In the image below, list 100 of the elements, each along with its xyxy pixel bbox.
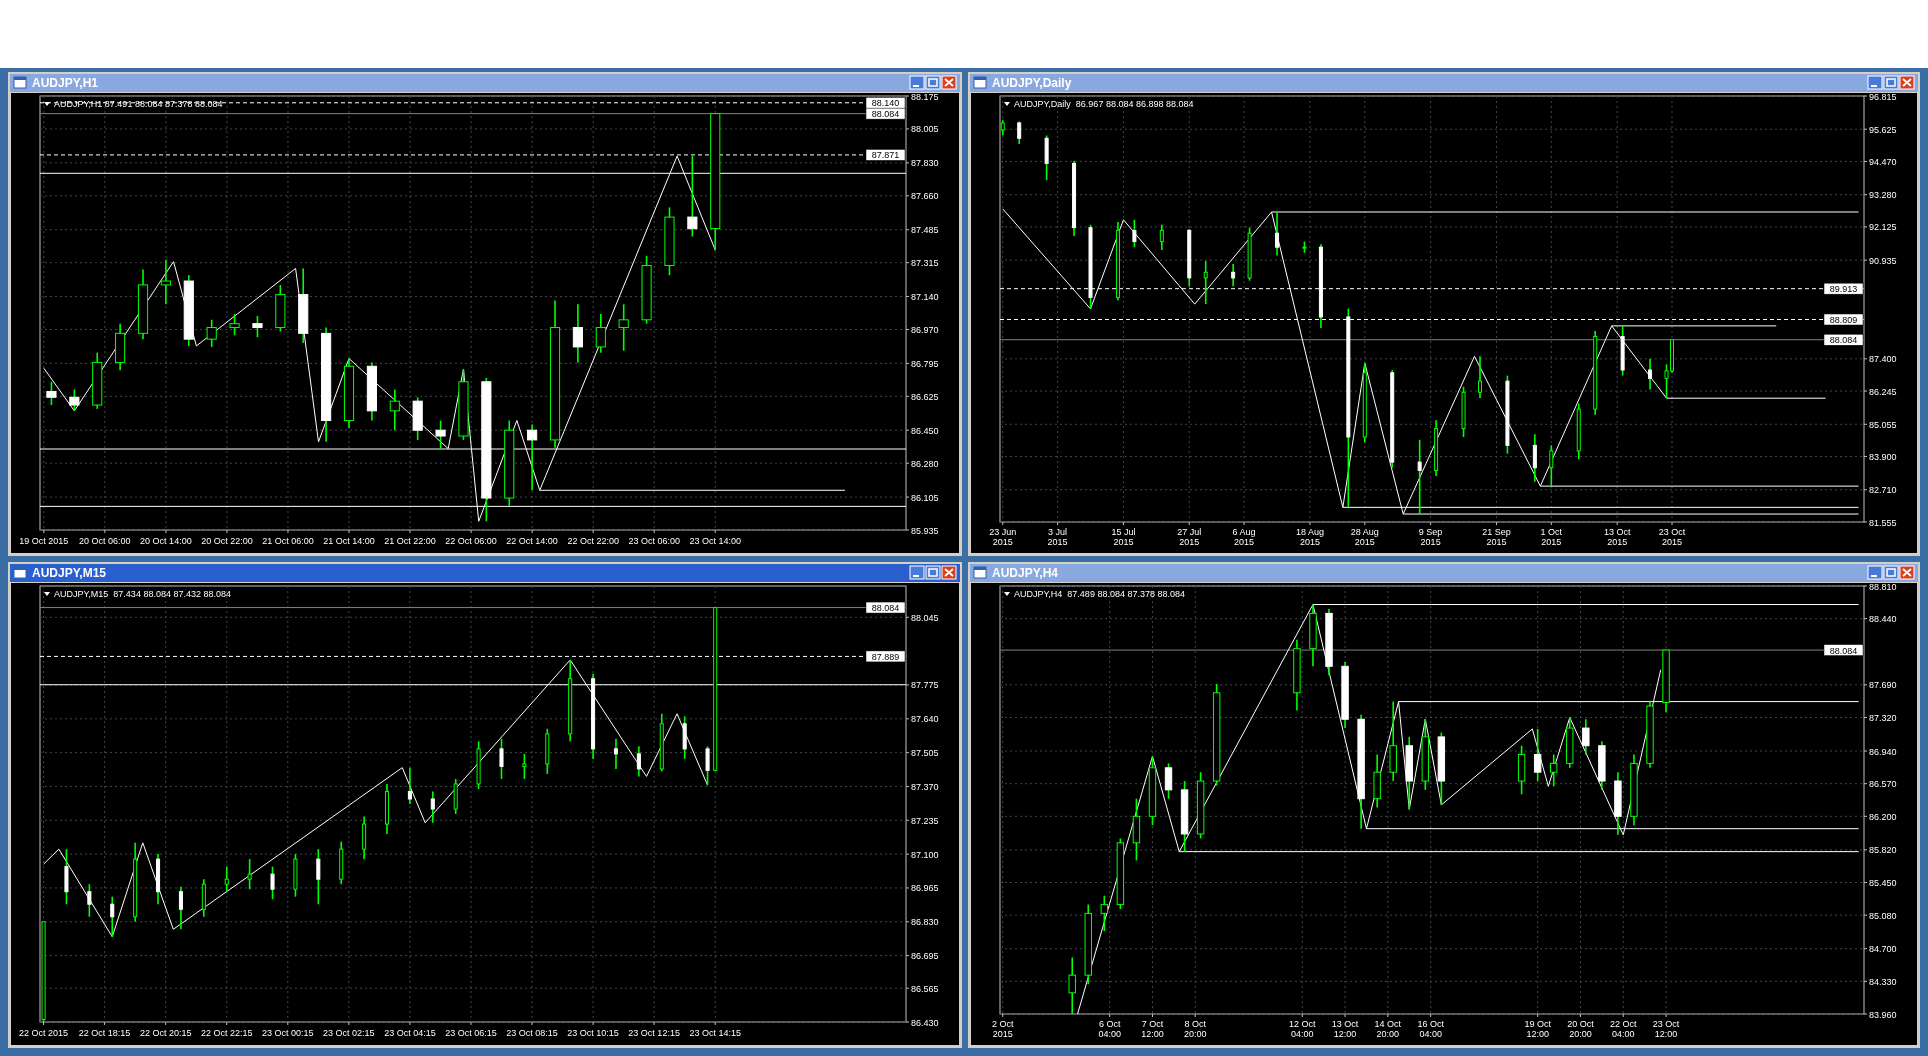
x-tick-label: 15 Jul 2015 <box>1111 527 1136 547</box>
y-tick-label: 94.470 <box>1869 156 1897 167</box>
x-tick-label: 13 Oct 2015 <box>1603 527 1631 547</box>
x-tick-label: 27 Jul 2015 <box>1177 527 1202 547</box>
y-tick-label: 86.105 <box>911 492 939 503</box>
x-tick-label: 20 Oct 20:00 <box>1567 1019 1595 1039</box>
y-tick-label: 84.700 <box>1869 944 1897 955</box>
x-tick-label: 6 Oct 04:00 <box>1098 1019 1121 1039</box>
ref-line-label: 88.084 <box>1829 335 1858 346</box>
y-tick-label: 86.830 <box>911 917 939 928</box>
y-tick-label: 86.565 <box>911 983 939 994</box>
x-tick-label: 23 Oct 12:00 <box>1652 1019 1680 1039</box>
chart-title: AUDJPY,H4 <box>992 566 1059 580</box>
x-tick-label: 21 Oct 06:00 <box>262 536 314 546</box>
y-tick-label: 85.055 <box>1869 419 1897 430</box>
ref-line-label: 88.084 <box>871 109 900 120</box>
chart-subtitle: AUDJPY,H4 87.489 88.084 87.378 88.084 <box>1014 589 1185 599</box>
y-tick-label: 96.815 <box>1869 91 1897 102</box>
ref-line-label: 88.084 <box>871 603 900 614</box>
x-tick-label: 14 Oct 20:00 <box>1374 1019 1402 1039</box>
y-tick-label: 85.820 <box>1869 845 1897 856</box>
x-tick-label: 22 Oct 20:15 <box>139 1028 192 1038</box>
y-tick-label: 85.080 <box>1869 910 1897 921</box>
x-tick-label: 6 Aug 2015 <box>1232 527 1256 547</box>
y-tick-label: 86.795 <box>911 358 939 369</box>
y-tick-label: 88.440 <box>1869 614 1897 625</box>
x-tick-label: 13 Oct 12:00 <box>1331 1019 1359 1039</box>
y-tick-label: 87.140 <box>911 292 939 303</box>
y-tick-label: 86.625 <box>911 391 939 402</box>
ref-line-label: 88.140 <box>871 98 900 109</box>
x-tick-label: 22 Oct 18:15 <box>78 1028 131 1038</box>
x-tick-label: 1 Oct 2015 <box>1540 527 1563 547</box>
x-tick-label: 19 Oct 2015 <box>19 536 69 546</box>
y-tick-label: 87.370 <box>911 781 939 792</box>
y-tick-label: 87.235 <box>911 815 939 826</box>
x-tick-label: 12 Oct 04:00 <box>1289 1019 1317 1039</box>
ref-line-label: 87.871 <box>871 150 900 161</box>
x-tick-label: 3 Jul 2015 <box>1047 527 1068 547</box>
y-tick-label: 88.810 <box>1869 581 1897 592</box>
x-tick-label: 20 Oct 14:00 <box>140 536 192 546</box>
x-tick-label: 23 Oct 2015 <box>1658 527 1686 547</box>
x-tick-label: 19 Oct 12:00 <box>1524 1019 1552 1039</box>
y-tick-label: 83.900 <box>1869 452 1897 463</box>
y-tick-label: 86.245 <box>1869 386 1897 397</box>
y-tick-label: 88.045 <box>911 612 939 623</box>
y-tick-label: 85.450 <box>1869 878 1897 889</box>
y-tick-label: 86.970 <box>911 324 939 335</box>
x-tick-label: 23 Oct 12:15 <box>628 1028 680 1038</box>
y-tick-label: 88.005 <box>911 124 939 135</box>
x-tick-label: 9 Sep 2015 <box>1418 527 1443 547</box>
y-tick-label: 87.775 <box>911 680 939 691</box>
y-tick-label: 88.175 <box>911 91 939 102</box>
x-tick-label: 23 Oct 00:15 <box>262 1028 314 1038</box>
x-tick-label: 21 Oct 14:00 <box>323 536 375 546</box>
x-tick-label: 23 Oct 06:00 <box>628 536 680 546</box>
y-tick-label: 87.400 <box>1869 354 1897 365</box>
y-tick-label: 87.315 <box>911 258 939 269</box>
x-tick-label: 22 Oct 22:00 <box>567 536 619 546</box>
y-tick-label: 92.125 <box>1869 222 1897 233</box>
x-tick-label: 16 Oct 04:00 <box>1417 1019 1445 1039</box>
x-tick-label: 23 Oct 06:15 <box>445 1028 497 1038</box>
ref-line-label: 89.913 <box>1829 284 1858 295</box>
x-tick-label: 20 Oct 22:00 <box>201 536 253 546</box>
chart-title: AUDJPY,Daily <box>992 76 1072 90</box>
y-tick-label: 87.320 <box>1869 712 1897 723</box>
y-tick-label: 84.330 <box>1869 976 1897 987</box>
x-tick-label: 23 Oct 04:15 <box>384 1028 436 1038</box>
y-tick-label: 86.570 <box>1869 779 1897 790</box>
x-tick-label: 21 Oct 22:00 <box>384 536 436 546</box>
x-tick-label: 28 Aug 2015 <box>1350 527 1379 547</box>
y-tick-label: 87.640 <box>911 714 939 725</box>
y-tick-label: 86.200 <box>1869 811 1897 822</box>
ref-line-label: 87.889 <box>871 651 900 662</box>
y-tick-label: 82.710 <box>1869 485 1897 496</box>
y-tick-label: 86.965 <box>911 883 939 894</box>
x-tick-label: 8 Oct 20:00 <box>1184 1019 1207 1039</box>
y-tick-label: 87.830 <box>911 158 939 169</box>
y-tick-label: 85.935 <box>911 525 939 536</box>
ref-line-label: 88.084 <box>1829 645 1858 656</box>
y-tick-label: 93.280 <box>1869 190 1897 201</box>
y-tick-label: 95.625 <box>1869 124 1897 135</box>
x-tick-label: 20 Oct 06:00 <box>79 536 131 546</box>
y-tick-label: 87.505 <box>911 748 939 759</box>
x-tick-label: 18 Aug 2015 <box>1295 527 1324 547</box>
x-tick-label: 22 Oct 22:15 <box>200 1028 253 1038</box>
x-tick-label: 21 Sep 2015 <box>1482 527 1511 547</box>
x-tick-label: 23 Oct 10:15 <box>567 1028 619 1038</box>
y-tick-label: 87.690 <box>1869 680 1897 691</box>
x-tick-label: 7 Oct 12:00 <box>1141 1019 1164 1039</box>
chart-subtitle: AUDJPY,H1 87.491 88.084 87.378 88.084 <box>54 99 223 109</box>
x-tick-label: 22 Oct 2015 <box>19 1028 69 1038</box>
y-tick-label: 86.940 <box>1869 746 1897 757</box>
x-tick-label: 23 Oct 14:15 <box>689 1028 741 1038</box>
y-tick-label: 83.960 <box>1869 1009 1897 1020</box>
y-tick-label: 86.450 <box>911 425 939 436</box>
y-tick-label: 86.430 <box>911 1017 939 1028</box>
y-tick-label: 87.660 <box>911 191 939 202</box>
y-tick-label: 87.485 <box>911 225 939 236</box>
y-tick-label: 86.280 <box>911 458 939 469</box>
x-tick-label: 23 Jun 2015 <box>989 527 1017 547</box>
